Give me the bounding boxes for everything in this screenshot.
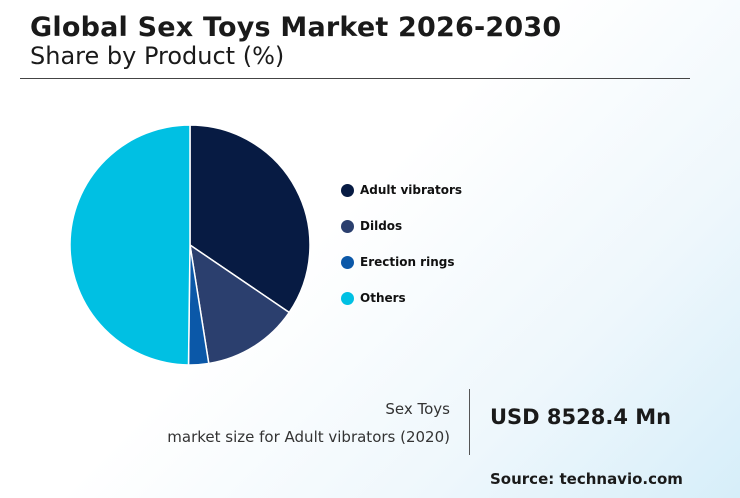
- kpi-label-description: market size for Adult vibrators (2020): [167, 428, 450, 446]
- source-credit: Source: technavio.com: [490, 470, 683, 488]
- pie-slice-dildos: [188, 243, 291, 365]
- legend-item-dildos: Dildos: [341, 208, 462, 244]
- legend-item-erection-rings: Erection rings: [341, 244, 462, 280]
- legend-item-others: Others: [341, 280, 462, 316]
- legend-label: Adult vibrators: [360, 183, 463, 197]
- kpi-value: USD 8528.4 Mn: [490, 405, 672, 429]
- chart-legend: Adult vibrators Dildos Erection rings Ot…: [341, 172, 462, 316]
- legend-swatch: [341, 219, 354, 233]
- pie-slice-adult-vibrators: [189, 124, 311, 314]
- legend-label: Erection rings: [360, 255, 455, 269]
- kpi-label-topic: Sex Toys: [385, 400, 450, 418]
- legend-label: Others: [360, 291, 406, 305]
- legend-swatch: [341, 291, 354, 305]
- legend-item-adult-vibrators: Adult vibrators: [341, 172, 462, 208]
- title-divider: [20, 78, 690, 79]
- kpi-divider: [469, 389, 470, 455]
- pie-slice-others: [69, 124, 191, 366]
- legend-swatch: [341, 183, 354, 197]
- legend-swatch: [341, 255, 354, 269]
- chart-subtitle: Share by Product (%): [30, 42, 285, 70]
- legend-label: Dildos: [360, 219, 403, 233]
- chart-title: Global Sex Toys Market 2026-2030: [30, 12, 562, 43]
